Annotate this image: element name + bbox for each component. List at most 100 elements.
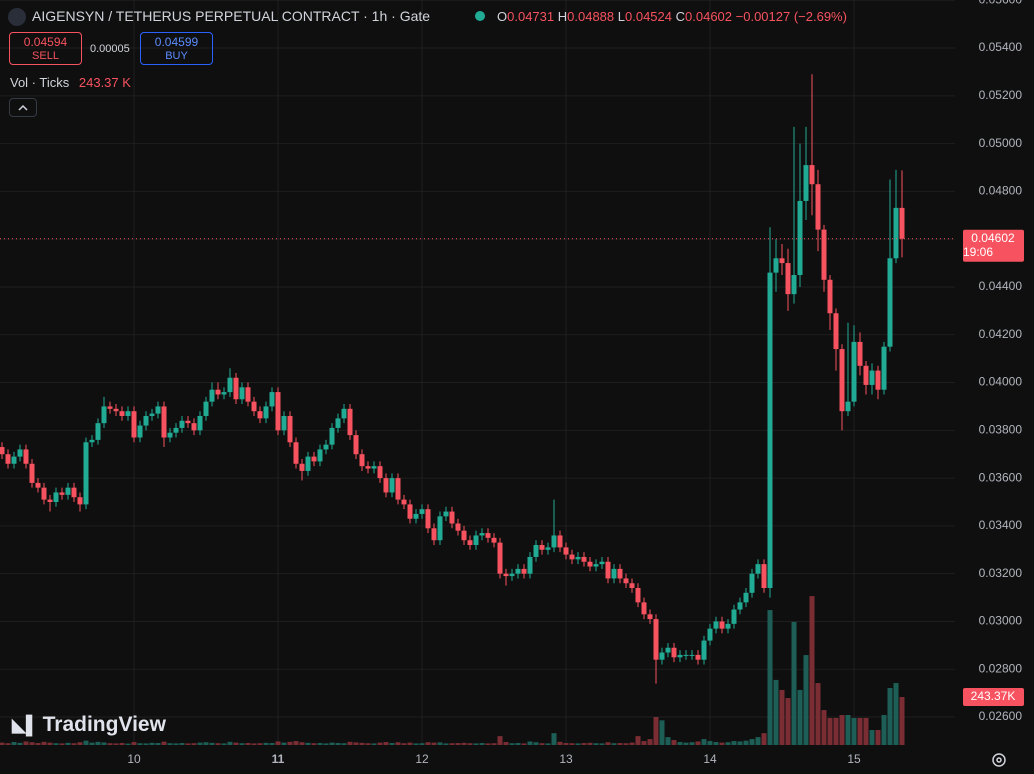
- candle-body: [413, 513, 419, 519]
- volume-bar: [125, 743, 131, 745]
- buy-price: 0.04599: [154, 35, 199, 49]
- candle-body: [137, 425, 143, 438]
- volume-bar: [323, 743, 329, 745]
- y-tick-label: 0.05200: [979, 88, 1023, 102]
- volume-bar: [521, 743, 527, 745]
- volume-bar: [173, 743, 179, 745]
- volume-bar: [359, 742, 365, 745]
- candle-body: [503, 573, 509, 577]
- candle-body: [185, 420, 191, 424]
- candle-body: [83, 442, 89, 505]
- buy-label: BUY: [165, 50, 188, 62]
- volume-bar: [839, 715, 845, 745]
- candle-body: [641, 602, 647, 615]
- candle-body: [725, 623, 731, 629]
- sell-button[interactable]: 0.04594 SELL: [9, 32, 82, 65]
- candle-body: [35, 482, 41, 488]
- volume-bar: [83, 740, 89, 745]
- high-letter: H: [557, 9, 568, 24]
- x-tick-label: 13: [559, 752, 573, 766]
- volume-bar: [875, 730, 881, 745]
- volume-bar: [293, 741, 299, 745]
- volume-bar: [113, 743, 119, 745]
- volume-bar: [167, 743, 173, 745]
- candle-body: [245, 387, 251, 402]
- y-tick-label: 0.04000: [979, 375, 1023, 389]
- volume-bar: [863, 717, 869, 745]
- candle-body: [395, 478, 401, 500]
- candle-body: [89, 439, 95, 443]
- collapse-button[interactable]: [9, 98, 37, 117]
- volume-bar: [233, 742, 239, 745]
- settings-icon[interactable]: [990, 751, 1008, 769]
- buy-button[interactable]: 0.04599 BUY: [140, 32, 213, 65]
- volume-bar: [557, 741, 563, 745]
- candle-body: [845, 401, 851, 412]
- market-status[interactable]: [475, 11, 485, 21]
- volume-bar: [197, 742, 203, 745]
- volume-bar: [731, 741, 737, 745]
- candle-body: [227, 377, 233, 393]
- candle-body: [569, 554, 575, 560]
- volume-bar: [203, 742, 209, 745]
- x-tick-label: 12: [415, 752, 429, 766]
- candle-body: [623, 578, 629, 584]
- volume-bar: [491, 743, 497, 745]
- volume-bar: [887, 687, 893, 745]
- volume-bar: [797, 689, 803, 745]
- volume-bar: [329, 742, 335, 745]
- volume-bar: [767, 610, 773, 745]
- low-letter: L: [617, 9, 625, 24]
- y-tick-label: 0.03400: [979, 518, 1023, 532]
- y-tick-label: 0.05600: [979, 0, 1023, 6]
- candle-body: [353, 435, 359, 455]
- candle-body: [479, 533, 485, 536]
- x-tick-label: 11: [272, 752, 285, 766]
- volume-bar: [455, 743, 461, 745]
- open-value: 0.04731: [507, 9, 555, 24]
- candle-body: [203, 401, 209, 416]
- volume-legend: Vol · Ticks 243.37 K: [10, 75, 131, 90]
- candle-body: [311, 456, 317, 462]
- volume-bar: [281, 742, 287, 745]
- symbol-title[interactable]: AIGENSYN / TETHERUS PERPETUAL CONTRACT ·…: [32, 8, 431, 24]
- symbol-icon[interactable]: [8, 8, 26, 26]
- volume-bar: [287, 741, 293, 745]
- volume-bar: [779, 689, 785, 745]
- volume-bar: [893, 683, 899, 745]
- volume-bar: [317, 743, 323, 745]
- volume-bar: [107, 743, 113, 745]
- volume-bar: [647, 739, 653, 745]
- x-tick-label: 14: [703, 752, 717, 766]
- candle-body: [305, 456, 311, 471]
- volume-bar: [803, 655, 809, 745]
- volume-bar: [629, 742, 635, 745]
- volume-bar: [59, 743, 65, 745]
- volume-bar: [881, 715, 887, 745]
- candle-body: [47, 499, 53, 503]
- volume-bar: [65, 742, 71, 745]
- candle-body: [155, 406, 161, 414]
- candle-body: [617, 568, 623, 579]
- y-tick-label: 0.03600: [979, 470, 1023, 484]
- price-tag-timer: 19:06: [963, 245, 993, 259]
- volume-bar: [263, 742, 269, 745]
- volume-bar: [179, 743, 185, 745]
- candle-body: [101, 406, 107, 424]
- logo[interactable]: ◣▌ TradingView: [12, 713, 166, 737]
- volume-bar: [719, 742, 725, 745]
- candle-body: [5, 454, 11, 464]
- candle-body: [497, 542, 503, 574]
- volume-bar: [155, 743, 161, 745]
- candle-body: [533, 545, 539, 557]
- volume-bar: [419, 743, 425, 745]
- candle-body: [599, 561, 605, 565]
- candle-body: [737, 602, 743, 610]
- close-letter: C: [675, 9, 686, 24]
- candle-body: [443, 511, 449, 517]
- volume-bar: [821, 710, 827, 745]
- candle-body: [767, 272, 773, 589]
- volume-bar: [743, 740, 749, 745]
- candle-body: [695, 654, 701, 660]
